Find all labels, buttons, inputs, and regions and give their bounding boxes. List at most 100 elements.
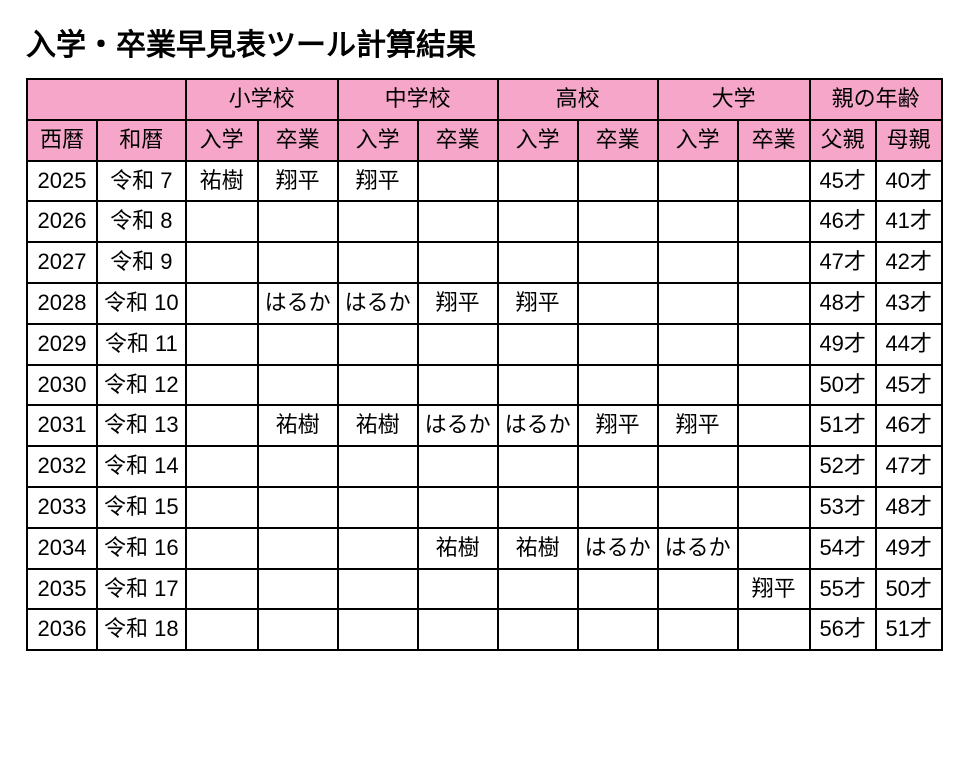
cell-el_out [258, 242, 338, 283]
cell-u_in [658, 283, 738, 324]
cell-wareki: 令和 12 [97, 365, 186, 406]
cell-hs_out: はるか [578, 528, 658, 569]
cell-u_out [738, 201, 810, 242]
cell-seireki: 2035 [27, 569, 97, 610]
cell-wareki: 令和 13 [97, 405, 186, 446]
cell-el_in [186, 528, 258, 569]
cell-jh_in: はるか [338, 283, 418, 324]
cell-u_out: 翔平 [738, 569, 810, 610]
cell-u_out [738, 365, 810, 406]
cell-el_out: 翔平 [258, 161, 338, 202]
cell-hs_out [578, 242, 658, 283]
cell-u_in [658, 609, 738, 650]
cell-hs_in [498, 609, 578, 650]
cell-hs_in [498, 324, 578, 365]
header-high-school: 高校 [498, 79, 658, 120]
cell-jh_out: 翔平 [418, 283, 498, 324]
header-el-grad: 卒業 [258, 120, 338, 161]
cell-jh_in [338, 446, 418, 487]
cell-wareki: 令和 14 [97, 446, 186, 487]
cell-father: 51才 [810, 405, 876, 446]
cell-mother: 47才 [876, 446, 942, 487]
cell-mother: 45才 [876, 365, 942, 406]
header-u-enter: 入学 [658, 120, 738, 161]
cell-mother: 42才 [876, 242, 942, 283]
cell-wareki: 令和 10 [97, 283, 186, 324]
cell-u_in [658, 161, 738, 202]
header-jh-grad: 卒業 [418, 120, 498, 161]
cell-u_in [658, 569, 738, 610]
cell-jh_out [418, 242, 498, 283]
cell-father: 49才 [810, 324, 876, 365]
header-jh-enter: 入学 [338, 120, 418, 161]
cell-jh_in [338, 324, 418, 365]
cell-father: 55才 [810, 569, 876, 610]
cell-el_in [186, 487, 258, 528]
cell-u_out [738, 242, 810, 283]
table-row: 2030令和 1250才45才 [27, 365, 942, 406]
cell-el_in: 祐樹 [186, 161, 258, 202]
cell-el_in [186, 283, 258, 324]
cell-el_out [258, 324, 338, 365]
cell-hs_out [578, 365, 658, 406]
cell-u_in [658, 324, 738, 365]
cell-seireki: 2025 [27, 161, 97, 202]
cell-u_out [738, 161, 810, 202]
cell-jh_in [338, 365, 418, 406]
cell-mother: 49才 [876, 528, 942, 569]
table-header-row-1: 小学校 中学校 高校 大学 親の年齢 [27, 79, 942, 120]
cell-hs_in [498, 201, 578, 242]
table-row: 2032令和 1452才47才 [27, 446, 942, 487]
header-junior-high: 中学校 [338, 79, 498, 120]
cell-jh_in [338, 569, 418, 610]
cell-wareki: 令和 17 [97, 569, 186, 610]
cell-jh_in: 祐樹 [338, 405, 418, 446]
cell-jh_in [338, 528, 418, 569]
cell-el_out [258, 528, 338, 569]
cell-el_out [258, 446, 338, 487]
cell-el_in [186, 324, 258, 365]
table-row: 2025令和 7祐樹翔平翔平45才40才 [27, 161, 942, 202]
cell-el_out [258, 569, 338, 610]
header-hs-grad: 卒業 [578, 120, 658, 161]
cell-el_in [186, 365, 258, 406]
cell-wareki: 令和 11 [97, 324, 186, 365]
cell-hs_out [578, 609, 658, 650]
cell-hs_out [578, 324, 658, 365]
cell-seireki: 2031 [27, 405, 97, 446]
cell-el_in [186, 242, 258, 283]
header-elementary: 小学校 [186, 79, 338, 120]
cell-mother: 40才 [876, 161, 942, 202]
cell-jh_in: 翔平 [338, 161, 418, 202]
cell-jh_out: はるか [418, 405, 498, 446]
header-blank [27, 79, 186, 120]
header-mother: 母親 [876, 120, 942, 161]
cell-jh_out [418, 201, 498, 242]
cell-jh_out [418, 324, 498, 365]
cell-seireki: 2033 [27, 487, 97, 528]
header-hs-enter: 入学 [498, 120, 578, 161]
cell-hs_in: 祐樹 [498, 528, 578, 569]
cell-hs_in [498, 365, 578, 406]
cell-hs_in: 翔平 [498, 283, 578, 324]
cell-u_out [738, 405, 810, 446]
table-row: 2028令和 10はるかはるか翔平翔平48才43才 [27, 283, 942, 324]
cell-el_out: はるか [258, 283, 338, 324]
cell-hs_out [578, 569, 658, 610]
cell-hs_in [498, 242, 578, 283]
cell-el_in [186, 569, 258, 610]
cell-hs_in [498, 487, 578, 528]
cell-mother: 46才 [876, 405, 942, 446]
table-row: 2027令和 947才42才 [27, 242, 942, 283]
cell-hs_in [498, 446, 578, 487]
header-father: 父親 [810, 120, 876, 161]
cell-father: 53才 [810, 487, 876, 528]
cell-hs_out [578, 487, 658, 528]
cell-jh_out [418, 161, 498, 202]
cell-seireki: 2028 [27, 283, 97, 324]
cell-u_out [738, 324, 810, 365]
cell-wareki: 令和 15 [97, 487, 186, 528]
cell-el_out [258, 487, 338, 528]
cell-el_in [186, 405, 258, 446]
cell-u_out [738, 528, 810, 569]
